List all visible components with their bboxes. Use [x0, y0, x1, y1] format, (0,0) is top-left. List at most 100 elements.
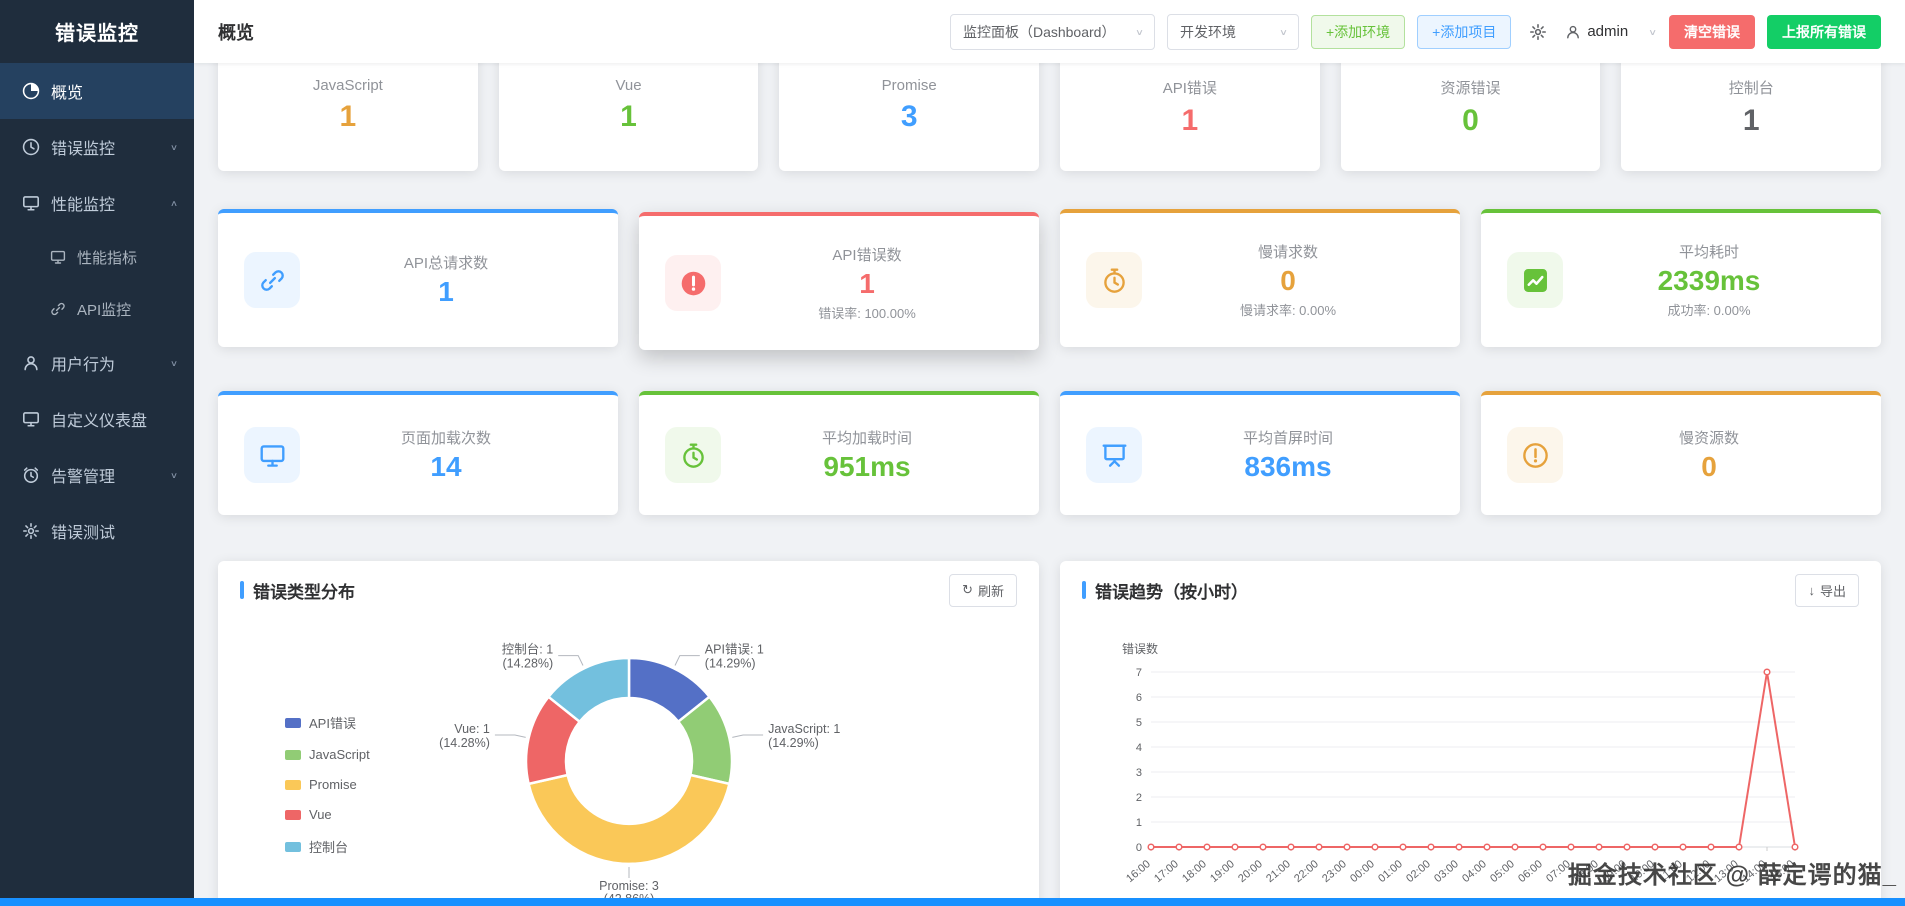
data-point[interactable]: [1231, 843, 1239, 851]
data-point[interactable]: [1707, 843, 1715, 851]
data-point[interactable]: [1735, 843, 1743, 851]
add-environment-button[interactable]: +添加环境: [1310, 14, 1406, 49]
main-content: JavaScript 1 Vue 1 Promise 3 API错误 1 资源错误 0 控制台 1 A…: [194, 63, 1905, 906]
data-point[interactable]: [1623, 843, 1631, 851]
x-tick-label: 03:00: [1432, 858, 1461, 885]
donut-slice-label: JavaScript: 1: [768, 722, 840, 736]
stat-card-value: 0: [1462, 104, 1479, 137]
data-point[interactable]: [1287, 843, 1295, 851]
data-point[interactable]: [1651, 843, 1659, 851]
stat-card[interactable]: Promise 3: [779, 63, 1040, 171]
donut-slice-label: Promise: 3: [599, 879, 659, 893]
label-leader-line: [674, 655, 700, 666]
data-point[interactable]: [1539, 843, 1547, 851]
metric-value: 951ms: [823, 450, 911, 482]
refresh-button[interactable]: ↻ 刷新: [949, 573, 1017, 607]
sidebar-item-3[interactable]: 用户行为 ∨: [0, 335, 194, 391]
metric-text: API错误数 1 错误率: 100.00%: [721, 244, 1013, 323]
monitor-icon: [22, 410, 40, 428]
data-point[interactable]: [1147, 843, 1155, 851]
data-point[interactable]: [1763, 668, 1771, 676]
panel-title-text: 错误类型分布: [253, 582, 355, 602]
sidebar-item-6[interactable]: 错误测试: [0, 503, 194, 559]
legend-item[interactable]: 控制台: [285, 837, 370, 856]
clear-errors-button[interactable]: 清空错误: [1669, 14, 1755, 49]
sidebar-item-5[interactable]: 告警管理 ∨: [0, 447, 194, 503]
label-leader-line: [732, 734, 764, 738]
data-point[interactable]: [1567, 843, 1575, 851]
environment-select[interactable]: 开发环境 ∨: [1166, 13, 1299, 50]
sidebar-item-1[interactable]: 错误监控 ∨: [0, 119, 194, 175]
donut-slice-percent: (14.28%): [502, 657, 553, 671]
data-point[interactable]: [1399, 843, 1407, 851]
data-point[interactable]: [1791, 843, 1799, 851]
dashboard-select[interactable]: 监控面板（Dashboard） ∨: [949, 13, 1155, 50]
settings-gear-icon[interactable]: [1523, 17, 1553, 47]
donut-slice-percent: (14.29%): [705, 657, 756, 671]
metric-value: 0: [1280, 264, 1296, 296]
stat-card[interactable]: 资源错误 0: [1340, 63, 1601, 171]
metric-card[interactable]: 慢资源数 0: [1481, 391, 1881, 515]
data-point[interactable]: [1203, 843, 1211, 851]
export-button[interactable]: ↓ 导出: [1795, 573, 1859, 607]
data-point[interactable]: [1679, 843, 1687, 851]
warning-circle-icon: [1507, 427, 1563, 483]
refresh-icon: ↻: [962, 582, 973, 597]
metric-value: 836ms: [1244, 450, 1332, 482]
stat-card[interactable]: API错误 1: [1060, 63, 1320, 171]
sidebar-item-0[interactable]: 概览: [0, 63, 194, 119]
donut-slice[interactable]: [546, 656, 631, 724]
data-point[interactable]: [1371, 843, 1379, 851]
metric-value: 1: [438, 275, 454, 307]
donut-slice[interactable]: [527, 773, 731, 866]
environment-select-value: 开发环境: [1179, 23, 1236, 40]
data-point[interactable]: [1595, 843, 1603, 851]
legend-item[interactable]: Promise: [285, 777, 370, 792]
metric-card[interactable]: 平均首屏时间 836ms: [1060, 391, 1460, 515]
add-project-button[interactable]: +添加项目: [1417, 14, 1512, 49]
data-point[interactable]: [1175, 843, 1183, 851]
metric-label: 平均耗时: [1678, 243, 1739, 261]
legend-item[interactable]: Vue: [285, 807, 370, 822]
legend-item[interactable]: API错误: [285, 713, 370, 732]
stat-card[interactable]: Vue 1: [498, 63, 759, 171]
data-point[interactable]: [1455, 843, 1463, 851]
sidebar-subitem-2-0[interactable]: 性能指标: [0, 231, 194, 283]
legend-item[interactable]: JavaScript: [285, 747, 370, 762]
user-menu[interactable]: admin ∨: [1565, 23, 1657, 40]
donut-slice-label: Vue: 1: [454, 722, 490, 736]
chevron-up-icon: ∧: [169, 198, 178, 208]
stat-card[interactable]: 控制台 1: [1621, 63, 1882, 171]
sidebar-item-4[interactable]: 自定义仪表盘: [0, 391, 194, 447]
data-point[interactable]: [1315, 843, 1323, 851]
y-axis-name: 错误数: [1122, 641, 1158, 656]
y-tick-label: 5: [1136, 717, 1142, 729]
sidebar-subitem-label: 性能指标: [77, 249, 138, 267]
report-all-errors-button[interactable]: 上报所有错误: [1767, 14, 1881, 49]
legend-swatch: [285, 717, 301, 728]
stopwatch-icon: [665, 427, 721, 483]
data-point[interactable]: [1343, 843, 1351, 851]
gear-icon: [22, 522, 40, 540]
panel-title: 错误类型分布: [240, 578, 355, 603]
panel-header: 错误类型分布 ↻ 刷新: [218, 561, 1039, 619]
x-tick-label: 02:00: [1404, 858, 1433, 885]
title-accent-bar: [1082, 581, 1086, 599]
x-tick-label: 17:00: [1152, 858, 1181, 885]
metric-card[interactable]: 页面加载次数 14: [218, 391, 618, 515]
data-point[interactable]: [1511, 843, 1519, 851]
chevron-down-icon: ∨: [169, 142, 178, 152]
data-point[interactable]: [1483, 843, 1491, 851]
data-point[interactable]: [1427, 843, 1435, 851]
stat-card[interactable]: JavaScript 1: [218, 63, 478, 171]
metric-card[interactable]: 慢请求数 0 慢请求率: 0.00%: [1060, 209, 1460, 347]
metric-card[interactable]: 平均耗时 2339ms 成功率: 0.00%: [1481, 209, 1881, 347]
data-point[interactable]: [1259, 843, 1267, 851]
sidebar-subitem-2-1[interactable]: API监控: [0, 283, 194, 335]
sidebar-item-2[interactable]: 性能监控 ∧: [0, 175, 194, 231]
metric-card[interactable]: API总请求数 1: [218, 209, 618, 347]
panel-header: 错误趋势（按小时） ↓ 导出: [1060, 561, 1881, 619]
metric-card[interactable]: 平均加载时间 951ms: [639, 391, 1039, 515]
sidebar-menu: 概览 错误监控 ∨ 性能监控 ∧ 性能指标 API监控 用户行为 ∨ 自定义仪表盘 告警管理 ∨ 错误测…: [0, 63, 194, 559]
metric-card[interactable]: API错误数 1 错误率: 100.00%: [639, 212, 1039, 350]
